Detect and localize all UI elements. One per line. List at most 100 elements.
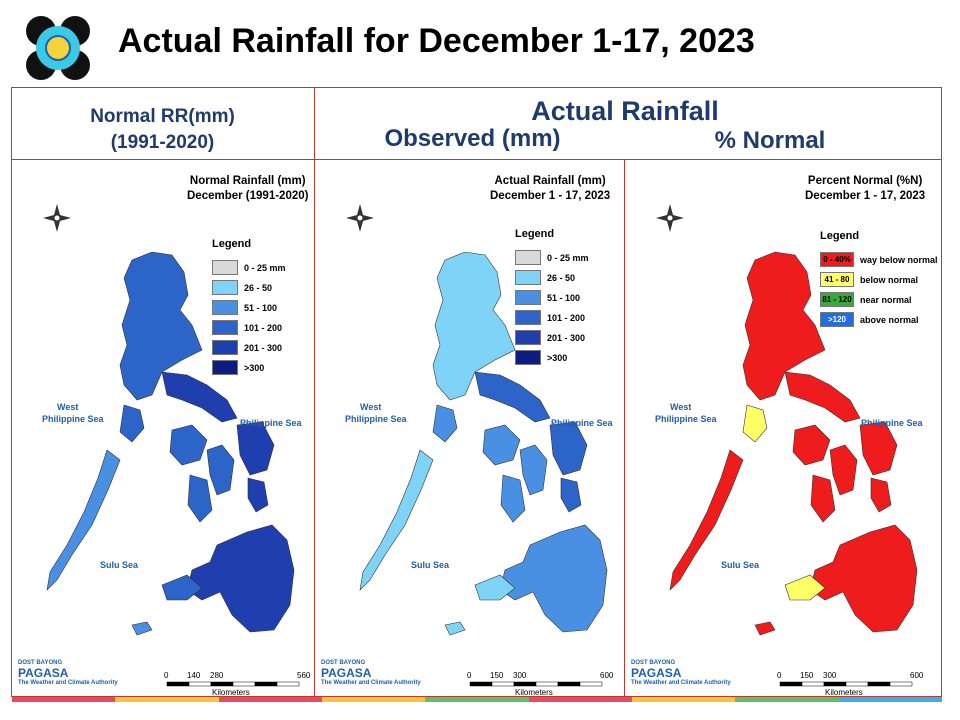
sea-label-west-2: Philippine Sea	[345, 414, 407, 424]
scale-tick: 600	[600, 671, 614, 680]
legend-swatch-label: 41 - 80	[824, 275, 850, 284]
island-leyte	[560, 477, 582, 513]
scale-tick: 300	[823, 671, 837, 680]
sea-label-west-1: West	[57, 402, 79, 412]
scale-bar	[469, 681, 603, 687]
scale-tick: 300	[513, 671, 527, 680]
scale-unit: Kilometers	[515, 688, 553, 696]
brand-name: PAGASA	[18, 666, 69, 680]
normal-header-line2: (1991-2020)	[110, 132, 215, 153]
island-visayas2	[519, 444, 548, 496]
sea-label-south: Sulu Sea	[411, 560, 450, 570]
legend-swatch: 41 - 80	[820, 272, 854, 287]
compass-rose-icon	[43, 204, 71, 232]
scale-tick: 0	[777, 671, 782, 680]
legend-label: 26 - 50	[547, 273, 576, 283]
map-title: Percent Normal (%N) December 1 - 17, 2023	[805, 174, 925, 204]
legend-label: 0 - 25 mm	[547, 253, 589, 263]
footer-strip	[12, 697, 942, 702]
brand-name: PAGASA	[321, 666, 372, 680]
scale-tick: 600	[910, 671, 924, 680]
island-mindoro	[119, 404, 145, 443]
sea-label-west-1: West	[670, 402, 692, 412]
island-negros	[810, 474, 836, 523]
map-title-line1: Actual Rainfall (mm)	[494, 175, 606, 187]
legend-swatch-label: >120	[827, 315, 847, 324]
island-sulu	[754, 621, 776, 636]
map-canvas	[656, 204, 918, 687]
island-visayas2	[206, 444, 235, 496]
brand-tagline: The Weather and Climate Authority	[321, 680, 421, 686]
legend-label: >300	[547, 353, 568, 363]
sea-label-east: Philippine Sea	[240, 418, 302, 428]
pagasa-brand: DOST BAYONG PAGASA The Weather and Climate…	[631, 660, 731, 686]
island-visayas1	[482, 424, 521, 466]
island-visayas1	[792, 424, 831, 466]
sea-label-west-1: West	[360, 402, 382, 412]
compass-rose-icon	[346, 204, 374, 232]
map-title-line2: December 1 - 17, 2023	[490, 190, 611, 202]
actual-rainfall-map: Actual Rainfall (mm) December 1 - 17, 202…	[315, 160, 624, 696]
legend-swatch	[212, 320, 238, 335]
legend-swatch	[515, 270, 541, 285]
island-mindanao	[499, 524, 608, 633]
scale-tick: 150	[800, 671, 814, 680]
percent-normal-map: Percent Normal (%N) December 1 - 17, 2023…	[625, 160, 941, 696]
legend-swatch	[515, 310, 541, 325]
percent-header: % Normal	[714, 127, 826, 154]
island-sulu	[131, 621, 153, 636]
legend-label: 101 - 200	[547, 313, 586, 323]
legend-swatch	[515, 330, 541, 345]
island-negros	[500, 474, 526, 523]
island-palawan	[669, 449, 744, 591]
legend-swatch	[212, 260, 238, 275]
compass-rose-icon	[656, 204, 684, 232]
island-sulu	[444, 621, 466, 636]
legend-label: 101 - 200	[244, 323, 283, 333]
scale-unit: Kilometers	[212, 688, 250, 696]
legend-title: Legend	[212, 238, 252, 250]
normal-header-line1: Normal RR(mm)	[90, 106, 235, 127]
island-negros	[187, 474, 213, 523]
sea-label-west-2: Philippine Sea	[655, 414, 717, 424]
brand-bayong: BAYONG	[649, 660, 676, 666]
legend-swatch-label: 0 - 40%	[823, 255, 851, 264]
island-palawan	[46, 449, 121, 591]
legend-swatch	[212, 280, 238, 295]
legend-swatch	[515, 290, 541, 305]
table-frame	[11, 87, 942, 697]
legend-label: 26 - 50	[244, 283, 273, 293]
brand-dost: DOST	[631, 660, 648, 666]
legend-label: 51 - 100	[547, 293, 581, 303]
island-samar	[549, 421, 588, 476]
legend-swatch: >120	[820, 312, 854, 327]
scale-tick: 280	[210, 671, 224, 680]
legend-label: 0 - 25 mm	[244, 263, 286, 273]
legend-label: 201 - 300	[547, 333, 586, 343]
brand-tagline: The Weather and Climate Authority	[631, 680, 731, 686]
brand-bayong: BAYONG	[339, 660, 366, 666]
legend-label: near normal	[860, 295, 912, 305]
island-bicol	[161, 371, 238, 423]
scale-unit: Kilometers	[825, 688, 863, 696]
legend-label: above normal	[860, 315, 919, 325]
island-samar	[236, 421, 275, 476]
normal-rainfall-map: Normal Rainfall (mm) December (1991-2020)…	[12, 160, 314, 696]
scale-tick: 150	[490, 671, 504, 680]
island-zambo	[784, 574, 826, 601]
scale-bar	[779, 681, 913, 687]
legend-label: 51 - 100	[244, 303, 278, 313]
divider	[624, 159, 625, 697]
scale-tick: 0	[164, 671, 169, 680]
legend-swatch-label: 81 - 120	[822, 295, 852, 304]
legend-swatch	[212, 300, 238, 315]
island-mindoro	[432, 404, 458, 443]
island-visayas1	[169, 424, 208, 466]
brand-dost: DOST	[18, 660, 35, 666]
island-zambo	[161, 574, 203, 601]
brand-tagline: The Weather and Climate Authority	[18, 680, 118, 686]
scale-tick: 140	[187, 671, 201, 680]
map-title-line2: December 1 - 17, 2023	[805, 190, 926, 202]
pagasa-logo	[26, 16, 90, 80]
map-canvas	[346, 204, 608, 687]
